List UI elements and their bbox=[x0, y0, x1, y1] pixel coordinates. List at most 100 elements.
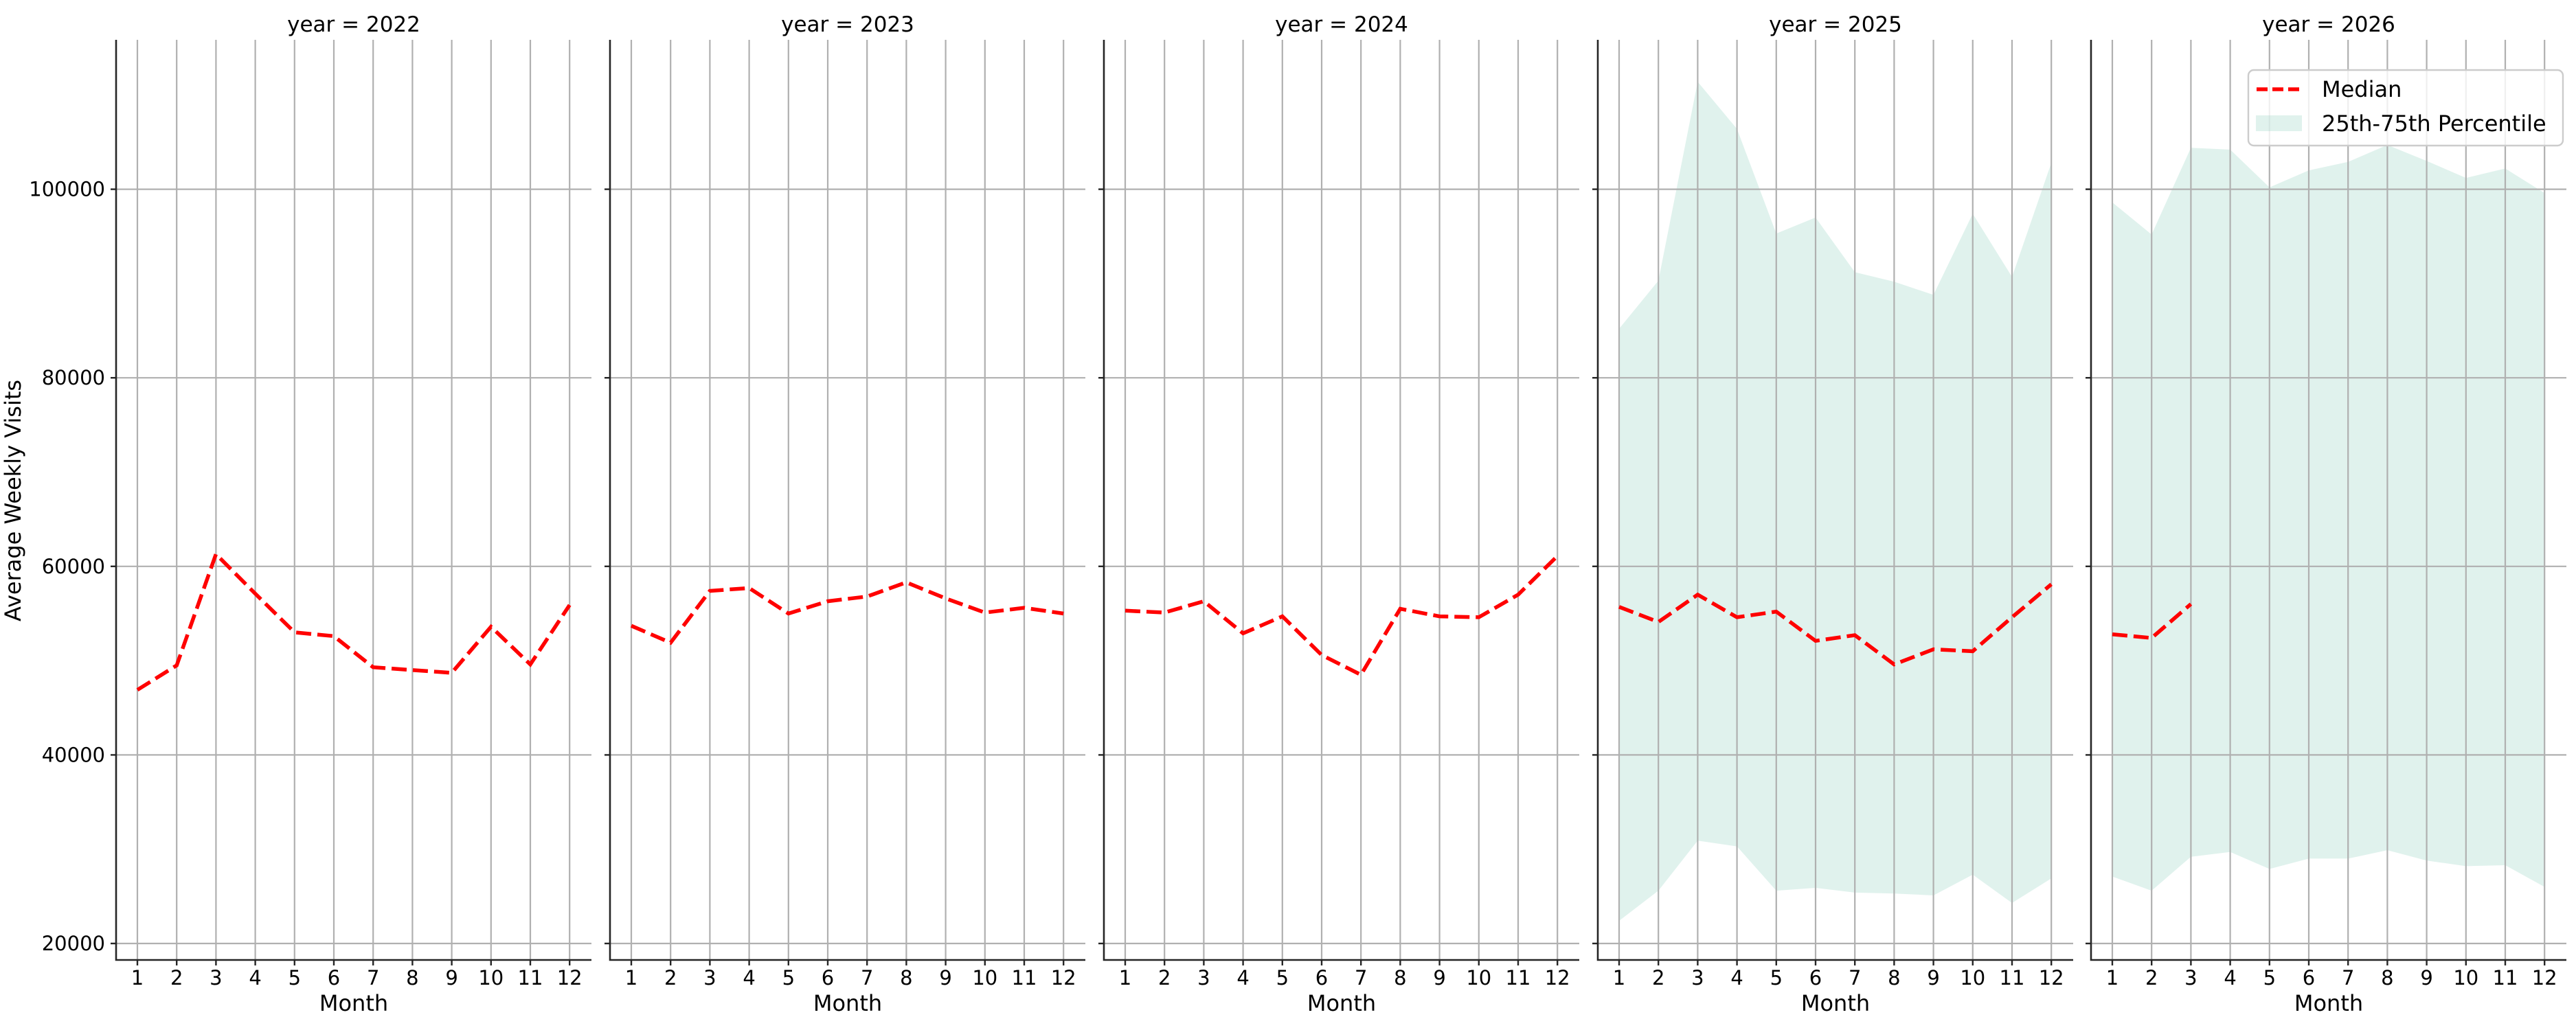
x-tick-label: 10 bbox=[478, 966, 504, 989]
x-tick-label: 5 bbox=[1276, 966, 1289, 989]
y-tick-label: 20000 bbox=[42, 932, 105, 955]
x-tick-label: 3 bbox=[210, 966, 222, 989]
panel-title: year = 2024 bbox=[1275, 12, 1408, 37]
legend-band-swatch-icon bbox=[2256, 115, 2302, 131]
x-tick-label: 4 bbox=[1236, 966, 1249, 989]
x-tick-label: 12 bbox=[2532, 966, 2557, 989]
x-tick-label: 9 bbox=[445, 966, 457, 989]
x-tick-label: 8 bbox=[406, 966, 418, 989]
x-tick-label: 11 bbox=[2493, 966, 2518, 989]
x-tick-label: 1 bbox=[1613, 966, 1625, 989]
x-tick-label: 3 bbox=[1691, 966, 1704, 989]
x-tick-label: 10 bbox=[972, 966, 997, 989]
x-tick-label: 9 bbox=[1433, 966, 1445, 989]
x-tick-label: 8 bbox=[2381, 966, 2393, 989]
x-tick-label: 2 bbox=[170, 966, 183, 989]
median-line bbox=[630, 580, 1064, 645]
x-tick-label: 9 bbox=[2420, 966, 2432, 989]
y-tick-label: 40000 bbox=[42, 743, 105, 766]
panel-title: year = 2023 bbox=[781, 12, 914, 37]
axis-spine bbox=[1103, 40, 1579, 961]
x-tick-label: 11 bbox=[518, 966, 543, 989]
x-tick-label: 7 bbox=[1849, 966, 1861, 989]
x-axis-label: Month bbox=[1307, 990, 1376, 1016]
median-line bbox=[1125, 554, 1559, 678]
x-tick-label: 1 bbox=[131, 966, 144, 989]
x-tick-label: 1 bbox=[625, 966, 637, 989]
x-tick-label: 10 bbox=[1466, 966, 1491, 989]
x-tick-label: 12 bbox=[1051, 966, 1076, 989]
x-tick-label: 12 bbox=[557, 966, 583, 989]
x-tick-label: 2 bbox=[1652, 966, 1664, 989]
x-tick-label: 3 bbox=[703, 966, 716, 989]
y-axis-label: Average Weekly Visits bbox=[0, 380, 26, 621]
x-tick-label: 2 bbox=[2145, 966, 2158, 989]
x-tick-label: 5 bbox=[289, 966, 301, 989]
x-axis-label: Month bbox=[2294, 990, 2363, 1016]
x-tick-label: 2 bbox=[664, 966, 677, 989]
x-tick-label: 6 bbox=[1809, 966, 1822, 989]
x-tick-label: 4 bbox=[2224, 966, 2236, 989]
x-tick-label: 8 bbox=[900, 966, 912, 989]
x-axis-label: Month bbox=[813, 990, 882, 1016]
x-tick-label: 9 bbox=[939, 966, 951, 989]
y-tick-label: 60000 bbox=[42, 555, 105, 578]
x-tick-label: 8 bbox=[1394, 966, 1406, 989]
x-tick-label: 6 bbox=[2303, 966, 2315, 989]
median-line bbox=[1618, 582, 2053, 667]
x-tick-label: 3 bbox=[2184, 966, 2197, 989]
x-tick-label: 4 bbox=[249, 966, 261, 989]
x-tick-label: 11 bbox=[1506, 966, 1531, 989]
x-tick-label: 8 bbox=[1888, 966, 1900, 989]
percentile-band bbox=[2112, 145, 2545, 891]
x-tick-label: 6 bbox=[1315, 966, 1328, 989]
percentile-band bbox=[1619, 82, 2052, 922]
x-tick-label: 10 bbox=[2453, 966, 2478, 989]
x-tick-label: 12 bbox=[2039, 966, 2064, 989]
x-tick-label: 5 bbox=[1770, 966, 1783, 989]
x-tick-label: 11 bbox=[1012, 966, 1037, 989]
axis-spine bbox=[609, 40, 1085, 961]
x-tick-label: 7 bbox=[2342, 966, 2354, 989]
x-tick-label: 2 bbox=[1158, 966, 1171, 989]
x-tick-label: 11 bbox=[2000, 966, 2025, 989]
x-tick-label: 4 bbox=[1730, 966, 1743, 989]
y-tick-label: 100000 bbox=[29, 178, 105, 201]
median-line bbox=[2112, 602, 2193, 640]
x-tick-label: 5 bbox=[782, 966, 795, 989]
x-tick-label: 10 bbox=[1960, 966, 1985, 989]
axis-spine bbox=[115, 40, 591, 961]
x-tick-label: 1 bbox=[1119, 966, 1131, 989]
panel-title: year = 2022 bbox=[287, 12, 420, 37]
x-tick-label: 4 bbox=[743, 966, 755, 989]
legend: Median 25th-75th Percentile bbox=[2247, 69, 2564, 147]
x-tick-label: 7 bbox=[367, 966, 379, 989]
axis-spine bbox=[1596, 40, 2073, 961]
x-tick-label: 6 bbox=[822, 966, 834, 989]
legend-median-label: Median bbox=[2322, 76, 2402, 102]
x-tick-label: 7 bbox=[861, 966, 873, 989]
x-tick-label: 7 bbox=[1355, 966, 1367, 989]
x-tick-label: 3 bbox=[1197, 966, 1210, 989]
y-tick-label: 80000 bbox=[42, 366, 105, 389]
panel-title: year = 2026 bbox=[2262, 12, 2395, 37]
x-tick-label: 9 bbox=[1927, 966, 1939, 989]
x-axis-label: Month bbox=[319, 990, 388, 1016]
legend-box bbox=[2247, 69, 2564, 147]
panel-title: year = 2025 bbox=[1769, 12, 1902, 37]
x-tick-label: 12 bbox=[1545, 966, 1570, 989]
x-tick-label: 1 bbox=[2106, 966, 2119, 989]
axis-spine bbox=[2090, 40, 2566, 961]
median-line bbox=[136, 550, 572, 692]
x-tick-label: 5 bbox=[2263, 966, 2276, 989]
x-axis-label: Month bbox=[1801, 990, 1870, 1016]
legend-band-label: 25th-75th Percentile bbox=[2322, 111, 2546, 137]
x-tick-label: 6 bbox=[328, 966, 340, 989]
